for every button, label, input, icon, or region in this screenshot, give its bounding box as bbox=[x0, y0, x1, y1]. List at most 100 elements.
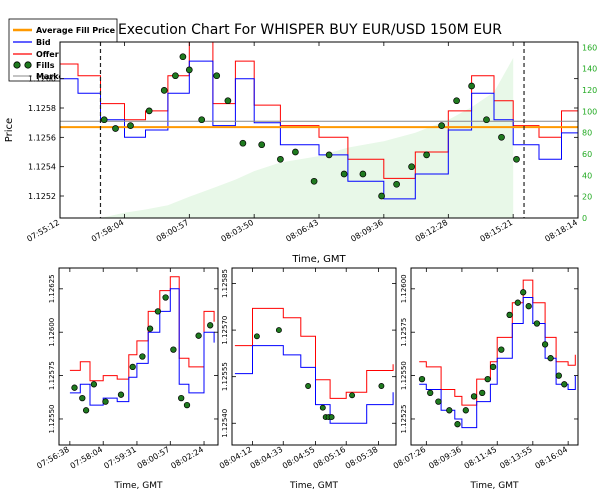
fill-marker bbox=[533, 320, 541, 327]
fill-marker bbox=[275, 327, 282, 334]
fill-marker bbox=[172, 72, 179, 80]
fill-marker bbox=[378, 192, 385, 200]
x-tick-label: 07:59:31 bbox=[102, 445, 138, 471]
x-tick-label: 08:16:04 bbox=[534, 445, 570, 471]
offer-line bbox=[419, 279, 576, 406]
y-tick-label: 1.1258 bbox=[28, 104, 56, 113]
fill-marker bbox=[112, 125, 119, 132]
fill-marker bbox=[489, 363, 497, 371]
zoom-chart-2: 08:04:1208:04:3308:04:5508:05:1608:05:38… bbox=[218, 267, 397, 491]
y2-tick-label: 80 bbox=[582, 129, 592, 138]
x-tick-label: 07:55:12 bbox=[25, 218, 61, 244]
fill-marker bbox=[435, 398, 442, 405]
x-tick-label: 07:58:04 bbox=[69, 445, 105, 471]
x-tick-label: 08:11:45 bbox=[463, 445, 499, 471]
x-tick-label: 08:15:21 bbox=[479, 218, 515, 244]
x-tick-label: 08:02:24 bbox=[169, 445, 205, 471]
plot-frame bbox=[58, 267, 219, 446]
legend-item-avg-fill-price: Average Fill Price bbox=[13, 26, 116, 35]
fill-marker bbox=[479, 389, 486, 397]
fill-marker bbox=[170, 346, 177, 353]
y-tick-label: 1.1256 bbox=[28, 133, 56, 142]
fill-marker bbox=[541, 341, 549, 348]
x-axis-label: Time, GMT bbox=[291, 254, 346, 265]
y-tick-label: 1.12550 bbox=[48, 404, 56, 433]
y-tick-label: 1.12525 bbox=[400, 404, 408, 433]
y-tick-label: 1.12625 bbox=[48, 274, 56, 303]
fill-marker bbox=[71, 384, 78, 391]
x-tick-label: 08:13:55 bbox=[498, 445, 534, 471]
y-tick-label: 1.12600 bbox=[48, 318, 56, 347]
y-tick-label: 1.12570 bbox=[221, 316, 229, 345]
fill-marker bbox=[277, 155, 284, 163]
x-tick-label: 08:03:50 bbox=[220, 218, 256, 244]
x-axis-label: Time, GMT bbox=[289, 481, 338, 491]
x-axis-label: Time, GMT bbox=[470, 481, 519, 491]
fill-marker bbox=[145, 107, 153, 115]
y2-tick-label: 20 bbox=[582, 193, 592, 202]
x-tick-label: 08:05:38 bbox=[344, 445, 380, 471]
fill-marker bbox=[310, 177, 318, 185]
fill-marker bbox=[129, 363, 136, 371]
fill-marker bbox=[470, 393, 478, 400]
y2-tick-label: 40 bbox=[582, 171, 592, 180]
x-tick-label: 08:04:12 bbox=[218, 445, 254, 471]
fill-marker bbox=[506, 311, 513, 319]
fill-marker bbox=[520, 289, 527, 296]
fill-marker bbox=[423, 151, 430, 159]
y-tick-label: 1.12550 bbox=[400, 361, 408, 390]
fill-marker bbox=[82, 407, 90, 414]
fill-marker bbox=[483, 116, 490, 124]
fill-marker bbox=[393, 180, 400, 188]
fill-marker bbox=[117, 391, 125, 398]
bid-line bbox=[69, 288, 215, 406]
x-tick-label: 08:18:14 bbox=[543, 218, 579, 244]
y-tick-label: 1.12540 bbox=[221, 409, 229, 438]
fill-marker bbox=[292, 148, 299, 156]
y2-tick-label: 160 bbox=[582, 43, 597, 52]
x-tick-label: 08:06:43 bbox=[284, 218, 320, 244]
fill-marker bbox=[253, 333, 260, 340]
x-tick-label: 08:00:57 bbox=[155, 218, 191, 244]
y-tick-label: 1.12575 bbox=[400, 318, 408, 347]
fill-marker bbox=[427, 389, 434, 397]
fill-marker bbox=[139, 353, 146, 360]
fill-marker bbox=[555, 372, 562, 379]
fill-marker bbox=[453, 97, 460, 105]
fill-marker bbox=[484, 375, 491, 383]
fill-marker bbox=[378, 383, 385, 389]
plot-frame bbox=[231, 267, 397, 446]
y-tick-label: 1.12585 bbox=[221, 269, 229, 298]
fill-marker bbox=[146, 325, 154, 332]
plot-frame bbox=[410, 267, 579, 446]
x-tick-label: 08:00:57 bbox=[136, 445, 172, 471]
fill-marker bbox=[340, 170, 348, 178]
y2-tick-label: 60 bbox=[582, 150, 592, 159]
x-tick-label: 08:04:55 bbox=[281, 445, 317, 471]
fill-marker bbox=[239, 139, 247, 147]
y2-tick-label: 140 bbox=[582, 65, 597, 74]
fill-marker bbox=[183, 401, 191, 409]
legend-swatch-fills-a bbox=[13, 61, 21, 69]
y2-tick-label: 100 bbox=[582, 107, 597, 116]
zoom-chart-3: 08:07:26 08:09:36 08:11:45 08:13:55 08:16:04… bbox=[392, 267, 579, 491]
fill-marker bbox=[160, 87, 168, 94]
x-tick-label: 08:09:36 bbox=[427, 445, 463, 471]
plot-content bbox=[69, 276, 215, 414]
fill-marker bbox=[198, 116, 206, 124]
fill-marker bbox=[462, 407, 469, 414]
x-tick-label: 08:05:16 bbox=[312, 445, 348, 471]
fill-marker bbox=[319, 404, 326, 411]
chart-title: Execution Chart For WHISPER BUY EUR/USD … bbox=[118, 22, 502, 38]
y-tick-label: 1.1252 bbox=[28, 192, 56, 201]
x-axis-label: Time, GMT bbox=[114, 481, 163, 491]
y-tick-label: 1.12555 bbox=[221, 362, 229, 391]
x-tick-label: 07:58:04 bbox=[90, 218, 126, 244]
fill-marker bbox=[418, 375, 426, 383]
fill-marker bbox=[185, 66, 193, 74]
plot-area bbox=[232, 268, 396, 445]
x-tick-label: 08:04:33 bbox=[249, 445, 285, 471]
fill-marker bbox=[154, 308, 162, 315]
fill-marker bbox=[547, 355, 554, 362]
